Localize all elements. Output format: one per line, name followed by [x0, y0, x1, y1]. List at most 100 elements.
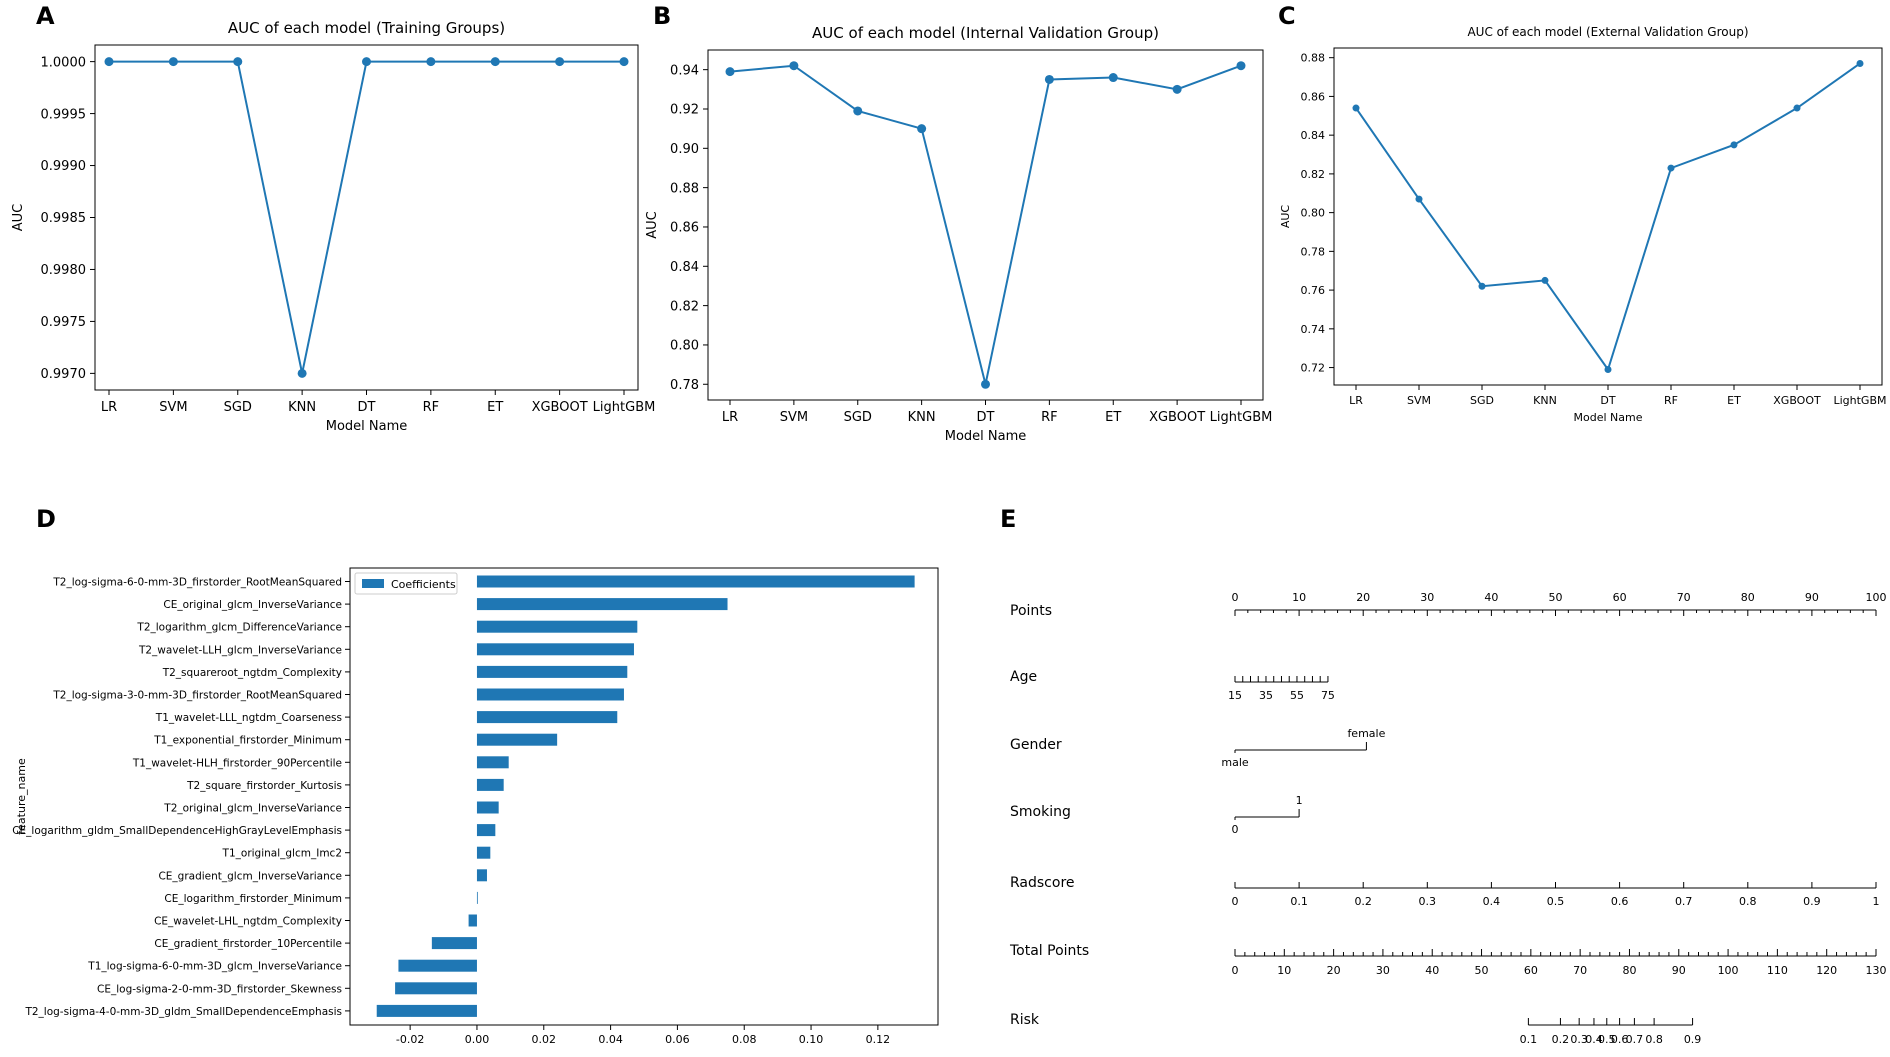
points-tick-label: 60 [1613, 591, 1627, 604]
plot-frame [349, 567, 939, 1026]
total-tick-label: 70 [1573, 964, 1587, 977]
chart-b-internal-validation-auc: AUC of each model (Internal Validation G… [645, 24, 1272, 444]
x-tick-label: ET [487, 400, 503, 415]
coefficient-bar [476, 891, 478, 904]
row-tick-label: 0.6 [1611, 895, 1629, 908]
y-axis-label: AUC [1279, 205, 1292, 229]
panel-label-e: E [1000, 505, 1016, 533]
y-tick-label: 0.74 [1301, 323, 1326, 336]
coefficient-bar [476, 620, 638, 633]
x-tick-label: XGBOOT [1149, 410, 1205, 425]
coefficient-bar [476, 598, 728, 611]
x-tick-label: 0.08 [732, 1033, 757, 1046]
y-axis-label: AUC [645, 211, 660, 239]
total-tick-label: 40 [1425, 964, 1439, 977]
x-tick-label: ET [1105, 410, 1121, 425]
data-point-et [490, 57, 500, 67]
y-tick-label: 0.82 [1301, 168, 1326, 181]
y-tick-label: 0.84 [670, 260, 699, 275]
x-tick-label: 0.02 [532, 1033, 557, 1046]
feature-label: CE_logarithm_firstorder_Minimum [164, 893, 342, 905]
row-label-gender: Gender [1010, 737, 1062, 753]
data-point-svm [789, 61, 799, 71]
risk-tick-label: 0.9 [1684, 1033, 1702, 1046]
x-axis-label: Model Name [945, 429, 1027, 444]
data-point-dt [981, 379, 990, 389]
x-tick-label: XGBOOT [1773, 394, 1821, 407]
row-label-radscore: Radscore [1010, 875, 1075, 891]
x-tick-label: 0.00 [465, 1033, 490, 1046]
feature-label: T1_original_glcm_Imc2 [222, 848, 342, 860]
points-tick-label: 70 [1677, 591, 1691, 604]
coefficient-bar [476, 665, 628, 678]
coefficient-bar [376, 1004, 477, 1017]
y-tick-label: 0.86 [1301, 90, 1326, 103]
x-tick-label: LightGBM [1833, 394, 1886, 407]
feature-label: CE_log-sigma-2-0-mm-3D_firstorder_Skewne… [97, 983, 342, 995]
feature-label: T1_wavelet-HLH_firstorder_90Percentile [132, 757, 342, 769]
row-label-points: Points [1010, 603, 1052, 619]
coefficient-bar [476, 688, 624, 701]
total-tick-label: 10 [1277, 964, 1291, 977]
chart-a-training-auc: AUC of each model (Training Groups) 0.997… [11, 19, 655, 434]
feature-label: T2_logarithm_glcm_DifferenceVariance [136, 622, 342, 634]
data-point-sgd [853, 106, 863, 116]
feature-label: T2_log-sigma-4-0-mm-3D_gldm_SmallDepende… [24, 1006, 342, 1018]
x-tick-label: LR [1349, 394, 1363, 407]
x-tick-label: 0.06 [665, 1033, 690, 1046]
x-tick-label: RF [423, 400, 440, 415]
legend-label: Coefficients [391, 578, 456, 591]
points-tick-label: 80 [1741, 591, 1755, 604]
data-point-rf [1667, 164, 1675, 172]
total-tick-label: 130 [1866, 964, 1887, 977]
row-tick-label: 15 [1228, 689, 1242, 702]
coefficient-bar [476, 778, 504, 791]
feature-label: CE_logarithm_gldm_SmallDependenceHighGra… [12, 825, 342, 837]
data-point-knn [297, 368, 307, 378]
x-tick-label: 0.04 [598, 1033, 623, 1046]
series-line [1355, 62, 1861, 372]
coefficient-bar [476, 869, 487, 882]
coefficient-bar [398, 959, 477, 972]
plot-frame [1333, 47, 1883, 386]
feature-label: T2_wavelet-LLH_glcm_InverseVariance [138, 644, 342, 656]
series-line [729, 64, 1242, 385]
feature-label: CE_gradient_glcm_InverseVariance [158, 870, 342, 882]
x-tick-label: SGD [844, 410, 872, 425]
data-point-knn [1541, 276, 1549, 284]
y-tick-label: 0.82 [670, 299, 699, 314]
risk-tick-label: 0.4 [1585, 1033, 1603, 1046]
feature-label: CE_gradient_firstorder_10Percentile [154, 938, 342, 950]
plot-frame [94, 44, 639, 391]
x-tick-label: SVM [780, 410, 808, 425]
coefficient-bar [476, 824, 496, 837]
row-label-smoking: Smoking [1010, 804, 1071, 820]
coefficient-bar [476, 711, 618, 724]
feature-label: CE_original_glcm_InverseVariance [163, 599, 342, 611]
x-tick-label: DT [977, 410, 995, 425]
y-axis-label: feature_name [15, 758, 28, 835]
x-tick-label: SVM [159, 400, 187, 415]
total-tick-label: 60 [1524, 964, 1538, 977]
data-point-dt [362, 57, 371, 67]
points-tick-label: 0 [1232, 591, 1239, 604]
risk-tick-label: 0.3 [1570, 1033, 1588, 1046]
x-tick-label: 0.10 [799, 1033, 824, 1046]
feature-label: CE_wavelet-LHL_ngtdm_Complexity [154, 916, 342, 928]
level-label: 0 [1232, 823, 1239, 836]
panel-labels: A B C D E [36, 2, 1296, 533]
y-tick-label: 0.78 [670, 378, 699, 393]
coefficient-bar [395, 982, 477, 995]
total-tick-label: 100 [1718, 964, 1739, 977]
level-label: 1 [1296, 794, 1303, 807]
points-tick-label: 50 [1549, 591, 1563, 604]
row-tick-label: 0.9 [1803, 895, 1821, 908]
risk-tick-label: 0.2 [1552, 1033, 1570, 1046]
total-tick-label: 120 [1816, 964, 1837, 977]
x-tick-label: XGBOOT [532, 400, 588, 415]
row-tick-label: 0.8 [1739, 895, 1757, 908]
total-tick-label: 0 [1232, 964, 1239, 977]
data-point-sgd [1478, 282, 1486, 290]
